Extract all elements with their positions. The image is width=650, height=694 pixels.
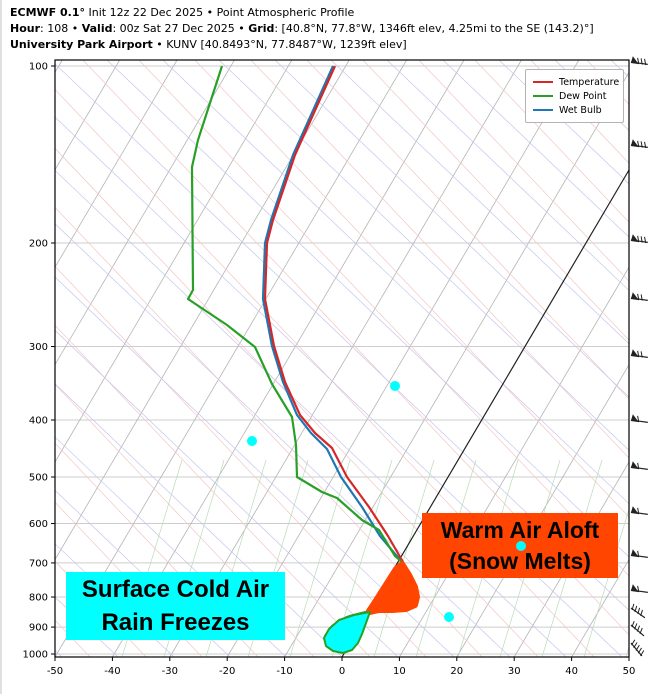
wind-barb-icon	[630, 56, 648, 66]
chart-legend: Temperature Dew Point Wet Bulb	[525, 69, 624, 123]
pressure-tick-label: 1000	[23, 650, 48, 661]
wind-barb-icon	[630, 620, 645, 637]
pressure-tick-label: 700	[29, 558, 48, 569]
wind-barb-icon	[630, 584, 648, 593]
temperature-tick-label: 0	[339, 666, 345, 677]
legend-item-dew-point: Dew Point	[533, 89, 616, 103]
legend-item-wet-bulb: Wet Bulb	[533, 103, 616, 117]
temperature-tick-label: -50	[47, 666, 63, 677]
plot-grid	[55, 60, 629, 657]
temperature-tick-label: 50	[623, 666, 636, 677]
temperature-tick-label: 40	[565, 666, 578, 677]
header-line-valid: Hour: 108 • Valid: 00z Sat 27 Dec 2025 •…	[10, 22, 594, 35]
temperature-line-swatch	[533, 81, 553, 83]
warm-layer-blob	[366, 561, 420, 615]
wind-barb-icon	[630, 549, 648, 558]
wind-barb-icon	[630, 414, 648, 423]
temperature-tick-label: 20	[450, 666, 463, 677]
wind-barb-icon	[630, 139, 648, 149]
wind-barb-icon	[630, 639, 645, 657]
header-line-station: University Park Airport • KUNV [40.8493°…	[10, 38, 407, 51]
wind-barb-icon	[630, 603, 646, 619]
wind-barb-icon	[630, 349, 648, 358]
model-name: ECMWF 0.1°	[10, 6, 85, 19]
wind-barb-icon	[630, 461, 648, 470]
pressure-tick-label: 100	[29, 62, 48, 73]
station-name: University Park Airport	[10, 38, 153, 51]
legend-item-temperature: Temperature	[533, 75, 619, 89]
temperature-tick-label: -10	[276, 666, 292, 677]
pressure-tick-label: 800	[29, 593, 48, 604]
pressure-tick-label: 600	[29, 519, 48, 530]
dew-point-line-swatch	[533, 95, 553, 97]
temperature-tick-label: -40	[104, 666, 120, 677]
temperature-tick-label: 10	[393, 666, 406, 677]
temperature-tick-label: -20	[219, 666, 235, 677]
wind-barb-icon	[630, 292, 648, 301]
temperature-tick-label: -30	[162, 666, 178, 677]
surface-cold-air-callout: Surface Cold Air Rain Freezes	[66, 572, 285, 640]
wind-barb-icon	[630, 234, 648, 244]
cold-layer-blob	[323, 611, 371, 654]
pressure-tick-label: 400	[29, 416, 48, 427]
wind-barb-icon	[630, 506, 648, 515]
temperature-tick-label: 30	[508, 666, 521, 677]
header-line-model: ECMWF 0.1° Init 12z 22 Dec 2025 • Point …	[10, 6, 355, 19]
warm-air-aloft-callout: Warm Air Aloft (Snow Melts)	[422, 513, 618, 578]
pressure-tick-label: 200	[29, 239, 48, 250]
pressure-tick-label: 500	[29, 472, 48, 483]
pressure-tick-label: 900	[29, 623, 48, 634]
pressure-tick-label: 300	[29, 342, 48, 353]
wet-bulb-line-swatch	[533, 109, 553, 111]
chart-header: ECMWF 0.1° Init 12z 22 Dec 2025 • Point …	[10, 5, 594, 53]
